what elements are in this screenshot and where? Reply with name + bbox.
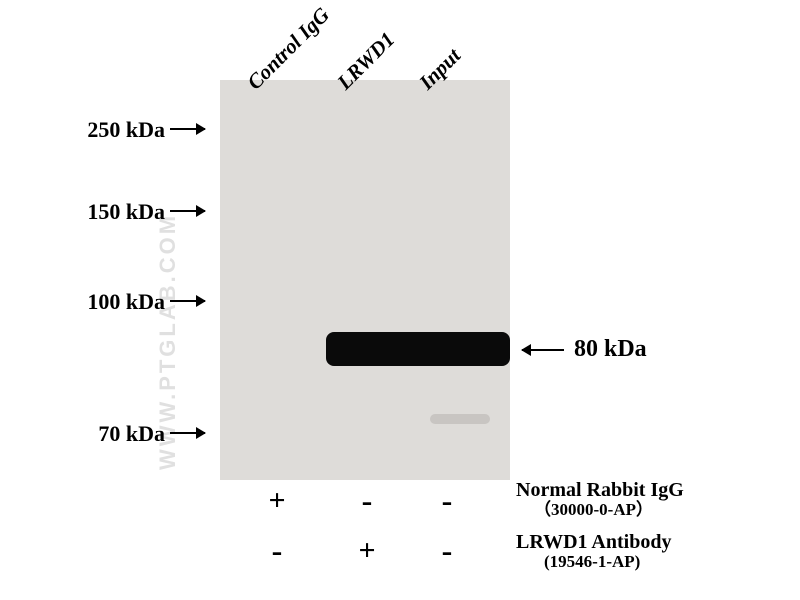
target-band-arrow — [522, 349, 564, 351]
marker-arrow-70 — [170, 432, 205, 434]
marker-arrow-150 — [170, 210, 205, 212]
row1-lane3-mark: - — [432, 482, 462, 519]
row1-label-sub: （30000-0-AP） — [516, 501, 684, 519]
row2-lane1-mark: - — [262, 532, 292, 569]
row1-label-main: Normal Rabbit IgG — [516, 480, 684, 501]
target-band-lane2-3 — [326, 332, 510, 366]
marker-150kda: 150 kDa — [70, 199, 165, 225]
marker-70kda: 70 kDa — [82, 421, 165, 447]
row1-lane2-mark: - — [352, 482, 382, 519]
row1-label: Normal Rabbit IgG （30000-0-AP） — [516, 480, 684, 519]
row1-lane1-mark: + — [262, 484, 292, 518]
marker-arrow-250 — [170, 128, 205, 130]
faint-band-lane3 — [430, 414, 490, 424]
marker-100kda: 100 kDa — [70, 289, 165, 315]
row2-label-sub: (19546-1-AP) — [516, 553, 671, 571]
figure-container: WWW.PTGLAB.COM Control IgG LRWD1 Input 2… — [0, 0, 800, 600]
row2-label-main: LRWD1 Antibody — [516, 532, 671, 553]
target-band-label: 80 kDa — [574, 336, 647, 363]
marker-arrow-100 — [170, 300, 205, 302]
row2-lane2-mark: + — [352, 534, 382, 568]
row2-label: LRWD1 Antibody (19546-1-AP) — [516, 532, 671, 571]
marker-250kda: 250 kDa — [70, 117, 165, 143]
row2-lane3-mark: - — [432, 532, 462, 569]
